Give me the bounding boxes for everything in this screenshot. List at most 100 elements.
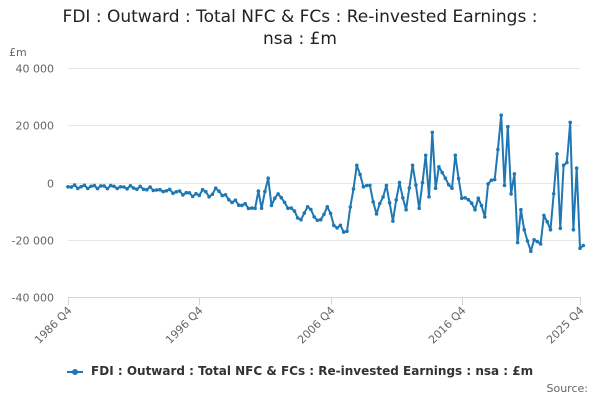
- x-tick-label: 1996 Q4: [163, 304, 206, 347]
- data-point: [453, 153, 458, 158]
- data-point: [181, 193, 185, 197]
- data-point: [522, 227, 526, 232]
- data-point: [197, 193, 202, 198]
- data-point: [230, 200, 234, 205]
- data-point: [479, 203, 484, 208]
- data-point: [433, 186, 438, 190]
- data-point: [200, 187, 205, 192]
- data-point: [529, 249, 533, 253]
- data-point: [243, 201, 247, 206]
- data-point: [509, 192, 513, 196]
- data-point: [548, 227, 553, 232]
- data-point: [338, 223, 343, 228]
- data-point: [102, 184, 106, 188]
- chart-credits[interactable]: Source:: [546, 382, 589, 395]
- data-point: [295, 216, 300, 220]
- legend[interactable]: FDI : Outward : Total NFC & FCs : Re-inv…: [0, 364, 600, 378]
- data-point: [148, 185, 152, 189]
- data-point: [466, 197, 471, 202]
- y-tick-label: 40 000: [16, 63, 55, 76]
- data-point: [286, 206, 290, 211]
- data-point: [309, 207, 313, 212]
- data-point: [220, 193, 225, 198]
- x-tick-label: 2025 Q4: [544, 304, 587, 347]
- x-tick-label: 2016 Q4: [426, 304, 469, 347]
- data-point: [89, 184, 93, 189]
- data-point: [66, 185, 70, 189]
- data-point: [417, 206, 422, 211]
- data-point: [154, 188, 159, 192]
- data-point: [368, 183, 372, 188]
- data-point: [519, 207, 523, 212]
- data-point: [223, 193, 228, 197]
- data-point: [374, 212, 379, 216]
- data-point: [174, 190, 179, 194]
- data-point: [108, 183, 113, 188]
- data-point: [92, 183, 97, 188]
- data-point: [167, 187, 172, 192]
- data-point: [187, 191, 192, 195]
- x-tick-label: 1986 Q4: [32, 304, 75, 347]
- data-point: [141, 187, 146, 192]
- grid-lines: [68, 68, 580, 298]
- data-point: [299, 217, 303, 222]
- data-point: [276, 192, 280, 196]
- data-point: [85, 186, 90, 191]
- data-point: [506, 124, 510, 129]
- data-point: [551, 192, 556, 196]
- data-point: [138, 184, 142, 189]
- data-point: [256, 189, 261, 193]
- data-point: [391, 219, 395, 223]
- data-point: [499, 113, 504, 117]
- data-point: [545, 219, 549, 224]
- data-point: [397, 180, 402, 185]
- data-point: [99, 184, 103, 188]
- legend-swatch-icon: [66, 367, 83, 377]
- data-point: [236, 203, 241, 207]
- data-point: [565, 160, 569, 165]
- data-point: [414, 183, 418, 187]
- data-point: [82, 183, 87, 188]
- data-point: [266, 176, 271, 180]
- legend-series-label: FDI : Outward : Total NFC & FCs : Re-inv…: [91, 364, 534, 378]
- data-point: [401, 196, 405, 200]
- data-point: [72, 183, 77, 187]
- data-point: [574, 166, 579, 170]
- chart-title-line-2: nsa : £m: [263, 29, 337, 49]
- data-point: [532, 238, 536, 242]
- data-point: [259, 206, 264, 211]
- data-point: [112, 184, 116, 189]
- data-point: [525, 239, 530, 243]
- y-tick-label: 20 000: [16, 120, 55, 133]
- data-point: [332, 223, 336, 228]
- data-point: [486, 182, 490, 186]
- data-point: [95, 186, 100, 191]
- data-point: [312, 215, 317, 219]
- data-point: [538, 242, 543, 246]
- data-point: [171, 191, 175, 196]
- data-point: [555, 152, 559, 156]
- y-tick-label: -20 000: [12, 235, 54, 248]
- data-point: [404, 207, 408, 212]
- data-point: [105, 186, 110, 191]
- series-layer: [66, 113, 586, 253]
- data-point: [492, 177, 497, 182]
- x-tick-label: 2006 Q4: [295, 304, 338, 347]
- data-point: [394, 198, 399, 202]
- data-point: [250, 206, 254, 210]
- data-point: [443, 176, 448, 180]
- data-point: [460, 196, 464, 200]
- data-point: [476, 196, 481, 200]
- data-point: [535, 239, 540, 244]
- data-point: [558, 226, 563, 231]
- data-point: [450, 186, 454, 190]
- data-point: [233, 198, 238, 202]
- data-point: [361, 185, 366, 189]
- data-point: [430, 130, 435, 135]
- data-point: [348, 205, 353, 209]
- data-point: [273, 196, 277, 200]
- y-axis-unit-label: £m: [9, 46, 27, 59]
- data-point: [578, 246, 582, 251]
- data-point: [381, 195, 385, 199]
